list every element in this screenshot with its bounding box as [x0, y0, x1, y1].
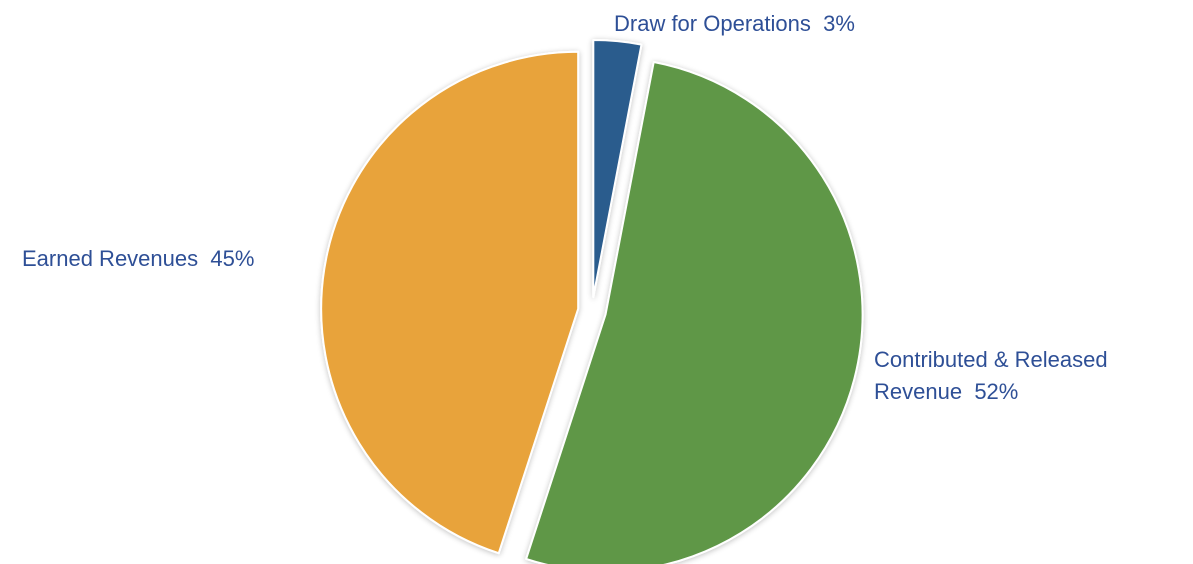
slice-label-contributed-released: Contributed & Released Revenue 52% — [874, 344, 1174, 408]
slice-label-earned-revenues: Earned Revenues 45% — [22, 243, 254, 275]
slice-label-draw-for-operations: Draw for Operations 3% — [614, 8, 855, 40]
pie-slice-earned-revenues — [320, 50, 580, 555]
pie-slice-draw-for-operations — [592, 39, 643, 299]
slice-name: Earned Revenues — [22, 246, 199, 271]
slice-percent: 3% — [823, 11, 855, 36]
slice-percent: 52% — [974, 379, 1019, 404]
slice-name: Contributed & Released Revenue — [874, 347, 1108, 404]
page-title: revenues — [18, 0, 309, 10]
slice-percent: 45% — [210, 246, 255, 271]
slice-name: Draw for Operations — [614, 11, 811, 36]
pie-slice-contributed-released-revenue — [525, 61, 864, 564]
